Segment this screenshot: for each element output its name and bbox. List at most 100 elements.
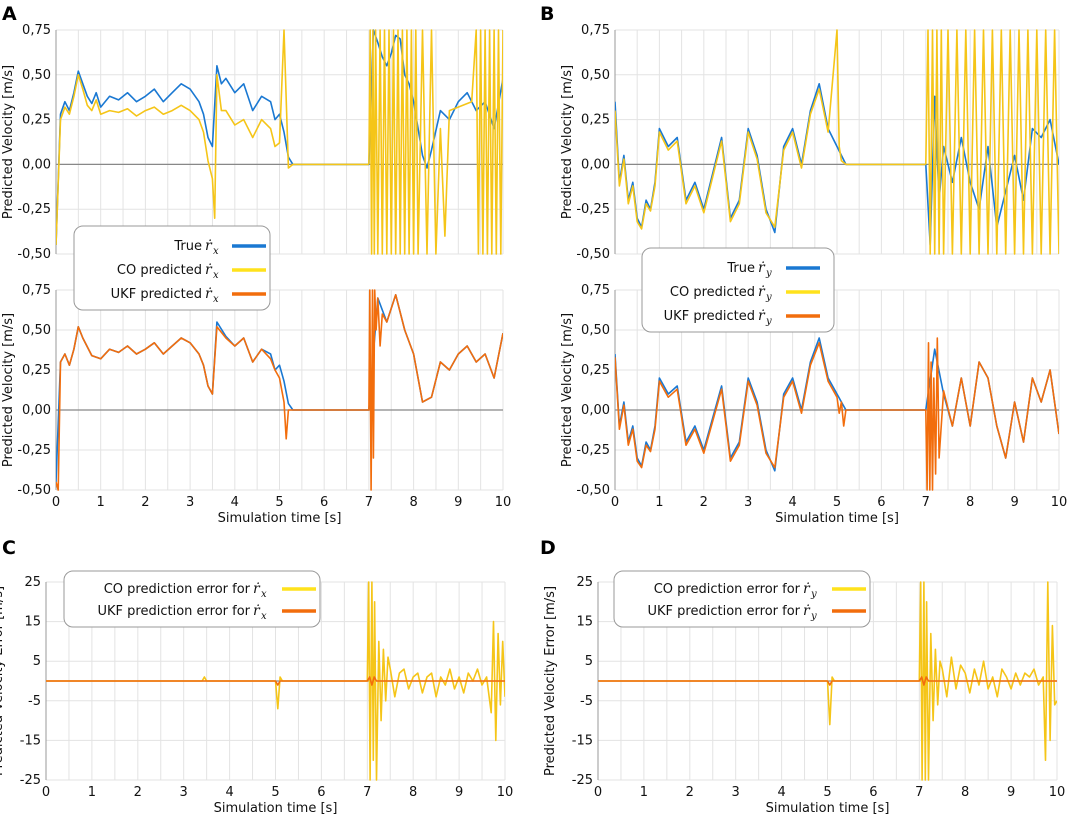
x-tick-label: 1 (640, 785, 648, 800)
y-tick-label: 0,25 (22, 113, 51, 128)
legend-subscript: x (213, 246, 219, 257)
y-tick-label: 0,50 (22, 68, 51, 83)
y-tick-label: 0,75 (22, 23, 51, 38)
y-tick-label: 0,75 (581, 283, 610, 298)
y-tick-label: -0,25 (576, 202, 610, 217)
y-tick-label: 25 (576, 575, 593, 590)
legend-label: CO prediction error for (654, 582, 801, 597)
legend-label: CO predicted (117, 263, 202, 278)
x-tick-label: 3 (180, 785, 188, 800)
y-axis-label: Predicted Velocity [m/s] (560, 313, 575, 467)
legend-symbol: ṙ (253, 581, 261, 597)
y-tick-label: -0,25 (17, 443, 51, 458)
y-tick-label: -15 (20, 733, 41, 748)
y-tick-label: -5 (28, 694, 41, 709)
y-tick-label: 5 (585, 654, 593, 669)
legend-symbol: ṙ (205, 238, 213, 254)
y-tick-label: 0,25 (581, 113, 610, 128)
legend-label: CO prediction error for (104, 582, 251, 597)
legend-label: True (726, 261, 755, 276)
legend-subscript: x (213, 270, 219, 281)
x-tick-label: 2 (134, 785, 142, 800)
legend-symbol: ṙ (205, 262, 213, 278)
x-tick-label: 3 (732, 785, 740, 800)
y-tick-label: 0,25 (22, 363, 51, 378)
y-tick-label: 25 (24, 575, 41, 590)
legend-label: UKF predicted (111, 287, 202, 302)
x-tick-label: 1 (97, 495, 105, 510)
x-tick-label: 6 (317, 785, 325, 800)
x-tick-label: 2 (686, 785, 694, 800)
series-line-co-burst (925, 29, 1059, 255)
x-tick-label: 7 (922, 495, 930, 510)
x-tick-label: 0 (42, 785, 50, 800)
x-tick-label: 7 (363, 785, 371, 800)
x-tick-label: 10 (497, 785, 514, 800)
x-tick-label: 9 (1010, 495, 1018, 510)
panel-label-c: C (2, 537, 16, 559)
x-tick-label: 4 (788, 495, 796, 510)
y-tick-label: -0,25 (17, 202, 51, 217)
legend-symbol: ṙ (758, 260, 766, 276)
y-tick-label: -0,50 (576, 247, 610, 262)
y-tick-label: 0,25 (581, 363, 610, 378)
series-line-ukf (615, 337, 1059, 491)
y-tick-label: 0,00 (22, 403, 51, 418)
y-tick-label: 0,00 (22, 157, 51, 172)
x-tick-label: 1 (88, 785, 96, 800)
y-axis-label: Predicted Velocity Error [m/s] (0, 586, 6, 776)
legend-symbol: ṙ (803, 581, 811, 597)
y-axis-label: Predicted Velocity [m/s] (1, 313, 16, 467)
legend-subscript: y (810, 589, 817, 600)
y-tick-label: -25 (572, 773, 593, 788)
legend-subscript: y (765, 268, 772, 279)
series-line-co (56, 29, 369, 246)
x-tick-label: 4 (231, 495, 239, 510)
chart-b-top: 0,75 0,50 0,25 0,00 -0,25 -0,50 Predicted Velo… (560, 23, 1060, 262)
legend-box (613, 570, 871, 628)
series-line-true (56, 29, 503, 246)
x-tick-label: 7 (915, 785, 923, 800)
legend-symbol: ṙ (758, 284, 766, 300)
y-tick-label: 0,00 (581, 403, 610, 418)
x-tick-label: 3 (186, 495, 194, 510)
legend-box (63, 570, 321, 628)
legend-subscript: x (261, 589, 267, 600)
x-tick-label: 2 (141, 495, 149, 510)
y-tick-label: -25 (20, 773, 41, 788)
x-tick-label: 1 (655, 495, 663, 510)
panel-label-d: D (540, 537, 556, 559)
x-tick-label: 5 (271, 785, 279, 800)
legend-subscript: y (810, 611, 817, 622)
chart-d: 25 15 5 -5 -15 -250 1 2 3 4 5 6 7 8 9 10 Simulation time… (543, 575, 1065, 816)
legend-label: UKF predicted (664, 309, 755, 324)
x-axis-label: Simulation time [s] (766, 801, 890, 816)
x-axis-label: Simulation time [s] (214, 801, 338, 816)
y-tick-label: 0,75 (22, 283, 51, 298)
x-tick-label: 9 (455, 785, 463, 800)
legend-label: True (173, 239, 202, 254)
legend-subscript: y (765, 316, 772, 327)
y-tick-label: -0,50 (576, 483, 610, 498)
x-tick-label: 10 (1049, 785, 1066, 800)
legend-subscript: x (213, 294, 219, 305)
y-axis-label: Predicted Velocity [m/s] (1, 65, 16, 219)
x-tick-label: 8 (409, 495, 417, 510)
x-tick-label: 8 (409, 785, 417, 800)
x-tick-label: 6 (877, 495, 885, 510)
y-tick-label: 5 (33, 654, 41, 669)
x-tick-label: 10 (1051, 495, 1068, 510)
x-axis-label: Simulation time [s] (218, 511, 342, 526)
legend-label: UKF prediction error for (648, 604, 801, 619)
y-tick-label: 0,50 (581, 68, 610, 83)
y-tick-label: -5 (580, 694, 593, 709)
series-line-ukf-error (598, 676, 1057, 686)
x-tick-label: 8 (961, 785, 969, 800)
x-tick-label: 4 (777, 785, 785, 800)
legend-symbol: ṙ (803, 603, 811, 619)
legend-symbol: ṙ (758, 308, 766, 324)
